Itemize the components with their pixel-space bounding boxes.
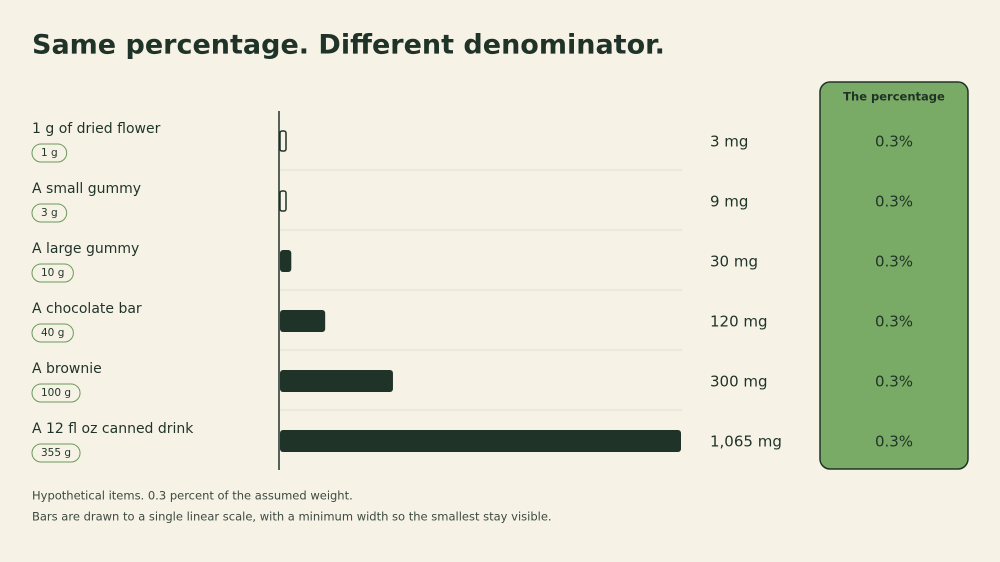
badge-outline [31, 203, 68, 223]
bar [280, 430, 681, 452]
bar [280, 250, 292, 272]
note: Bars are drawn to a single linear scale,… [32, 510, 552, 524]
bar [280, 310, 326, 332]
weight-badge: 40 g [41, 327, 64, 339]
weight-badge: 10 g [41, 267, 64, 279]
note: Hypothetical items. 0.3 percent of the a… [32, 489, 353, 503]
weight-badge: 1 g [41, 147, 58, 159]
value-label: 1,065 mg [710, 433, 782, 451]
percentage-panel [819, 81, 969, 470]
percentage: 0.3% [875, 133, 913, 151]
percentage: 0.3% [875, 373, 913, 391]
category-label: A 12 fl oz canned drink [32, 421, 194, 437]
category-label: 1 g of dried flower [32, 121, 161, 137]
badge-outline [31, 443, 81, 463]
weight-badge: 100 g [41, 387, 71, 399]
percentage: 0.3% [875, 433, 913, 451]
value-label: 3 mg [710, 133, 748, 151]
badge-outline [31, 143, 68, 163]
value-label: 300 mg [710, 373, 768, 391]
category-label: A small gummy [32, 181, 141, 197]
category-label: A chocolate bar [32, 301, 142, 317]
weight-badge: 3 g [41, 207, 58, 219]
badge-outline [31, 383, 81, 403]
bar [280, 370, 393, 392]
category-label: A brownie [32, 361, 102, 377]
value-label: 30 mg [710, 253, 758, 271]
category-label: A large gummy [32, 241, 139, 257]
percentage: 0.3% [875, 253, 913, 271]
bar [279, 130, 287, 152]
badge-outline [31, 323, 74, 343]
percentage: 0.3% [875, 193, 913, 211]
weight-badge: 355 g [41, 447, 71, 459]
percentage: 0.3% [875, 313, 913, 331]
value-label: 9 mg [710, 193, 748, 211]
bar [279, 190, 287, 212]
chart-title: Same percentage. Different denominator. [32, 30, 665, 61]
value-label: 120 mg [710, 313, 768, 331]
badge-outline [31, 263, 74, 283]
column-header: The percentage [843, 90, 945, 104]
